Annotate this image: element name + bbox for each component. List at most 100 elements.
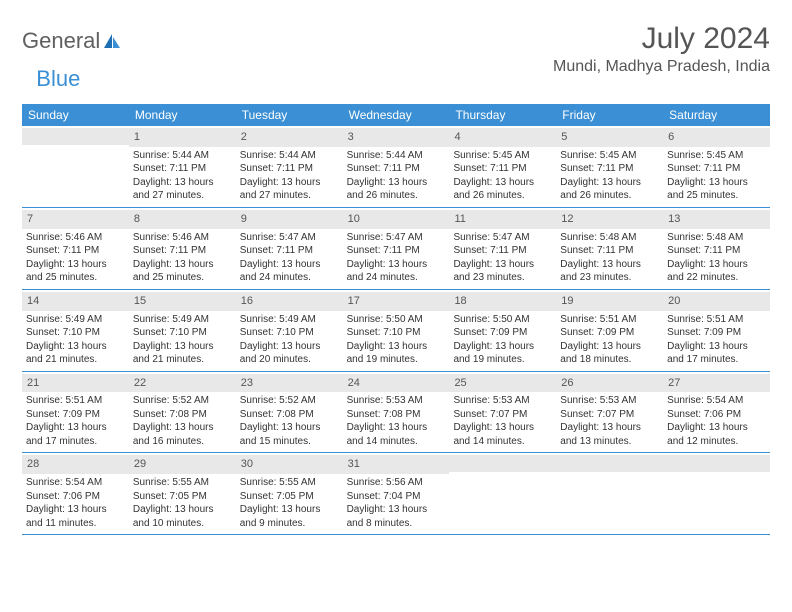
day-cell: 27Sunrise: 5:54 AMSunset: 7:06 PMDayligh…: [663, 372, 770, 453]
daylight-line2: and 15 minutes.: [240, 435, 339, 449]
day-number: 19: [556, 292, 663, 311]
daylight-line1: Daylight: 13 hours: [133, 503, 232, 517]
weekday-header-row: Sunday Monday Tuesday Wednesday Thursday…: [22, 104, 770, 126]
day-cell: 21Sunrise: 5:51 AMSunset: 7:09 PMDayligh…: [22, 372, 129, 453]
daylight-line1: Daylight: 13 hours: [667, 258, 766, 272]
daylight-line1: Daylight: 13 hours: [347, 340, 446, 354]
sail-icon: [102, 32, 122, 50]
daylight-line2: and 10 minutes.: [133, 517, 232, 531]
sunset-text: Sunset: 7:09 PM: [667, 326, 766, 340]
sunrise-text: Sunrise: 5:45 AM: [667, 149, 766, 163]
day-cell: [663, 453, 770, 534]
day-cell: 31Sunrise: 5:56 AMSunset: 7:04 PMDayligh…: [343, 453, 450, 534]
day-cell: [556, 453, 663, 534]
day-cell: 30Sunrise: 5:55 AMSunset: 7:05 PMDayligh…: [236, 453, 343, 534]
day-number: [22, 128, 129, 145]
daylight-line1: Daylight: 13 hours: [347, 503, 446, 517]
sunset-text: Sunset: 7:11 PM: [560, 244, 659, 258]
day-cell: 24Sunrise: 5:53 AMSunset: 7:08 PMDayligh…: [343, 372, 450, 453]
daylight-line1: Daylight: 13 hours: [453, 176, 552, 190]
daylight-line2: and 23 minutes.: [453, 271, 552, 285]
day-cell: 16Sunrise: 5:49 AMSunset: 7:10 PMDayligh…: [236, 290, 343, 371]
sunrise-text: Sunrise: 5:46 AM: [133, 231, 232, 245]
day-cell: 14Sunrise: 5:49 AMSunset: 7:10 PMDayligh…: [22, 290, 129, 371]
sunset-text: Sunset: 7:11 PM: [453, 244, 552, 258]
daylight-line1: Daylight: 13 hours: [240, 503, 339, 517]
day-number: 17: [343, 292, 450, 311]
daylight-line2: and 25 minutes.: [26, 271, 125, 285]
daylight-line2: and 16 minutes.: [133, 435, 232, 449]
daylight-line1: Daylight: 13 hours: [667, 340, 766, 354]
sunset-text: Sunset: 7:11 PM: [133, 244, 232, 258]
brand-text-2: Blue: [36, 66, 80, 92]
day-number: 11: [449, 210, 556, 229]
day-number: 22: [129, 374, 236, 393]
day-cell: 1Sunrise: 5:44 AMSunset: 7:11 PMDaylight…: [129, 126, 236, 207]
day-cell: 22Sunrise: 5:52 AMSunset: 7:08 PMDayligh…: [129, 372, 236, 453]
daylight-line2: and 19 minutes.: [453, 353, 552, 367]
daylight-line2: and 24 minutes.: [240, 271, 339, 285]
daylight-line2: and 14 minutes.: [453, 435, 552, 449]
sunset-text: Sunset: 7:06 PM: [667, 408, 766, 422]
sunset-text: Sunset: 7:08 PM: [133, 408, 232, 422]
week-row: 28Sunrise: 5:54 AMSunset: 7:06 PMDayligh…: [22, 453, 770, 535]
sunrise-text: Sunrise: 5:45 AM: [560, 149, 659, 163]
sunset-text: Sunset: 7:10 PM: [133, 326, 232, 340]
daylight-line1: Daylight: 13 hours: [560, 176, 659, 190]
day-cell: 3Sunrise: 5:44 AMSunset: 7:11 PMDaylight…: [343, 126, 450, 207]
sunrise-text: Sunrise: 5:47 AM: [453, 231, 552, 245]
sunset-text: Sunset: 7:10 PM: [347, 326, 446, 340]
day-cell: 19Sunrise: 5:51 AMSunset: 7:09 PMDayligh…: [556, 290, 663, 371]
daylight-line1: Daylight: 13 hours: [453, 421, 552, 435]
daylight-line2: and 12 minutes.: [667, 435, 766, 449]
sunset-text: Sunset: 7:11 PM: [26, 244, 125, 258]
daylight-line1: Daylight: 13 hours: [667, 421, 766, 435]
daylight-line2: and 26 minutes.: [560, 189, 659, 203]
sunset-text: Sunset: 7:11 PM: [347, 244, 446, 258]
sunrise-text: Sunrise: 5:46 AM: [26, 231, 125, 245]
sunrise-text: Sunrise: 5:54 AM: [26, 476, 125, 490]
weekday-fri: Friday: [556, 104, 663, 126]
sunrise-text: Sunrise: 5:55 AM: [133, 476, 232, 490]
sunrise-text: Sunrise: 5:50 AM: [453, 313, 552, 327]
day-number: [449, 455, 556, 472]
day-number: 3: [343, 128, 450, 147]
day-cell: 7Sunrise: 5:46 AMSunset: 7:11 PMDaylight…: [22, 208, 129, 289]
day-number: 26: [556, 374, 663, 393]
sunset-text: Sunset: 7:09 PM: [560, 326, 659, 340]
sunrise-text: Sunrise: 5:50 AM: [347, 313, 446, 327]
day-number: 2: [236, 128, 343, 147]
day-cell: [449, 453, 556, 534]
day-number: 1: [129, 128, 236, 147]
daylight-line1: Daylight: 13 hours: [133, 258, 232, 272]
day-cell: 26Sunrise: 5:53 AMSunset: 7:07 PMDayligh…: [556, 372, 663, 453]
sunrise-text: Sunrise: 5:51 AM: [667, 313, 766, 327]
day-cell: 13Sunrise: 5:48 AMSunset: 7:11 PMDayligh…: [663, 208, 770, 289]
daylight-line1: Daylight: 13 hours: [453, 340, 552, 354]
daylight-line2: and 23 minutes.: [560, 271, 659, 285]
weekday-sun: Sunday: [22, 104, 129, 126]
daylight-line2: and 19 minutes.: [347, 353, 446, 367]
daylight-line2: and 17 minutes.: [667, 353, 766, 367]
sunset-text: Sunset: 7:10 PM: [240, 326, 339, 340]
day-number: 30: [236, 455, 343, 474]
daylight-line2: and 24 minutes.: [347, 271, 446, 285]
sunrise-text: Sunrise: 5:51 AM: [26, 394, 125, 408]
week-row: 7Sunrise: 5:46 AMSunset: 7:11 PMDaylight…: [22, 208, 770, 290]
weekday-sat: Saturday: [663, 104, 770, 126]
weekday-tue: Tuesday: [236, 104, 343, 126]
calendar-grid: Sunday Monday Tuesday Wednesday Thursday…: [22, 104, 770, 535]
sunrise-text: Sunrise: 5:53 AM: [453, 394, 552, 408]
sunrise-text: Sunrise: 5:53 AM: [347, 394, 446, 408]
daylight-line1: Daylight: 13 hours: [26, 340, 125, 354]
day-cell: 5Sunrise: 5:45 AMSunset: 7:11 PMDaylight…: [556, 126, 663, 207]
daylight-line1: Daylight: 13 hours: [347, 421, 446, 435]
daylight-line2: and 26 minutes.: [453, 189, 552, 203]
day-number: 16: [236, 292, 343, 311]
sunrise-text: Sunrise: 5:45 AM: [453, 149, 552, 163]
day-number: [556, 455, 663, 472]
daylight-line1: Daylight: 13 hours: [240, 176, 339, 190]
day-number: 29: [129, 455, 236, 474]
day-number: 18: [449, 292, 556, 311]
sunset-text: Sunset: 7:11 PM: [240, 162, 339, 176]
